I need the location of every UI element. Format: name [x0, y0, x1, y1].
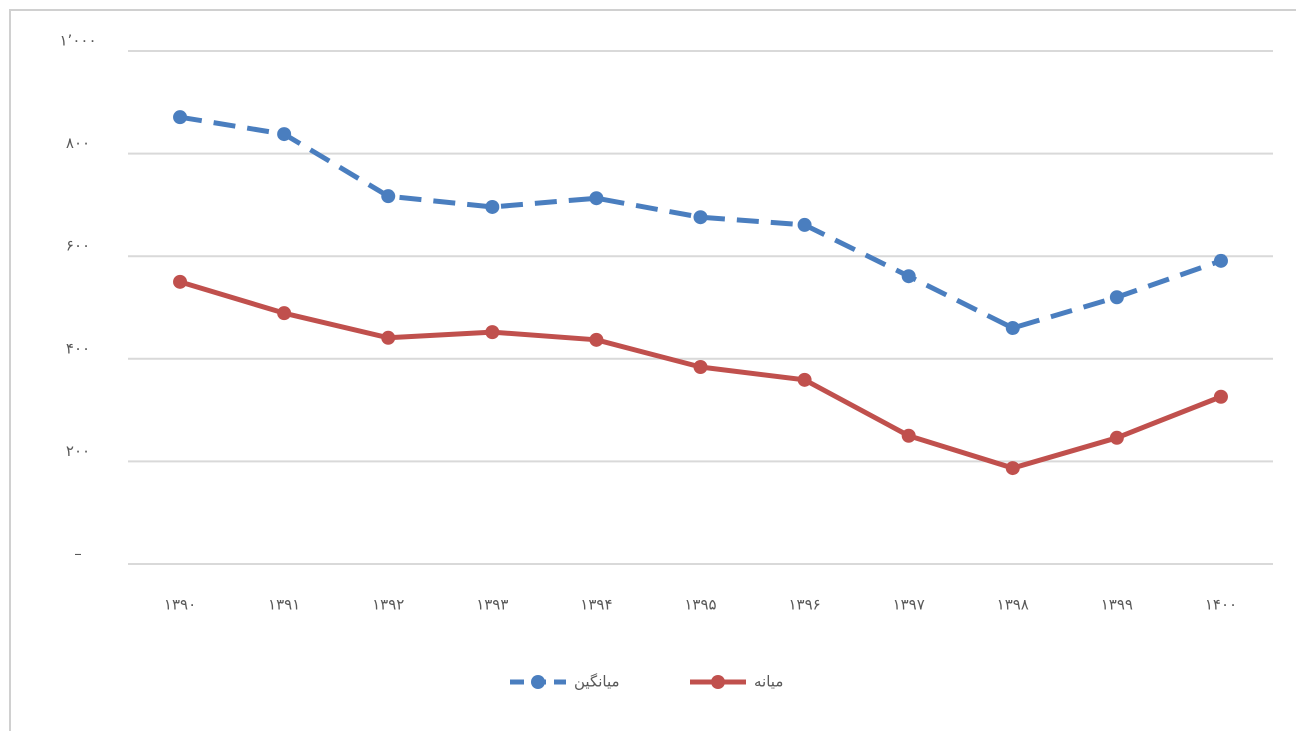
point [1005, 321, 1020, 336]
x-tick-label: ۱۳۹۶ [788, 596, 820, 614]
x-tick-label: ۱۳۹۰ [164, 596, 196, 614]
legend-label: میانه [754, 673, 783, 691]
legend-label: میانگین [574, 673, 620, 691]
point [485, 199, 500, 214]
point [381, 330, 396, 345]
point [693, 210, 708, 225]
y-tick-label: ۴۰۰ [66, 339, 90, 357]
point [797, 217, 812, 232]
x-tick-label: ۱۳۹۸ [997, 596, 1029, 614]
x-tick-label: ۱۳۹۳ [476, 596, 508, 614]
x-tick-label: ۱۳۹۲ [372, 596, 404, 614]
y-tick-label: ۸۰۰ [66, 134, 90, 152]
point [381, 189, 396, 204]
point [693, 360, 708, 375]
y-tick-label: ۶۰۰ [66, 237, 90, 255]
point [1213, 253, 1228, 268]
point [277, 306, 292, 321]
point [1213, 389, 1228, 404]
series-line [179, 114, 1222, 331]
x-tick-label: ۱۳۹۷ [893, 596, 925, 614]
point [589, 191, 604, 206]
x-tick-label: ۱۳۹۹ [1101, 596, 1133, 614]
y-tick-label: ۱٬۰۰۰ [60, 32, 97, 50]
y-tick-label: ۲۰۰ [66, 442, 90, 460]
point [901, 269, 916, 284]
x-tick-label: ۱۳۹۱ [268, 596, 300, 614]
x-tick-label: ۱۳۹۴ [580, 596, 612, 614]
x-tick-label: ۱۳۹۵ [684, 596, 716, 614]
point [1005, 461, 1020, 476]
series-line [179, 279, 1222, 471]
point [1109, 430, 1124, 445]
point [901, 428, 916, 443]
point [797, 372, 812, 387]
y-tick-label: – [74, 545, 82, 563]
point [1109, 290, 1124, 305]
frame [9, 9, 1296, 731]
point [277, 127, 292, 142]
legend-marker [531, 675, 545, 689]
point [173, 110, 188, 125]
legend-marker [711, 675, 725, 689]
x-tick-label: ۱۴۰۰ [1205, 596, 1237, 614]
point [589, 332, 604, 347]
point [485, 325, 500, 340]
point [173, 274, 188, 289]
